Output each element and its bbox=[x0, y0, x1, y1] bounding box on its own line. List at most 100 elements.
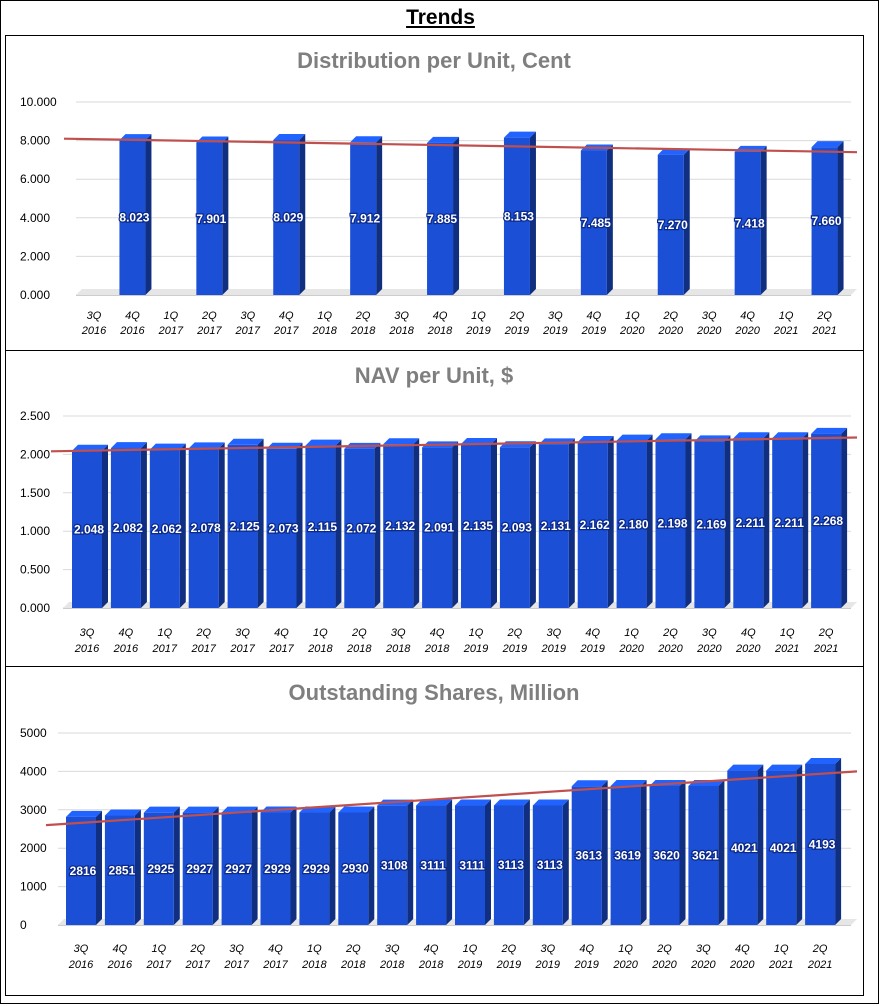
bar-top bbox=[727, 764, 764, 771]
x-tick-label-year: 2020 bbox=[612, 959, 638, 971]
data-label: 2851 bbox=[109, 863, 136, 877]
bar bbox=[532, 805, 563, 925]
bar-side bbox=[835, 757, 842, 925]
data-label: 7.660 bbox=[812, 214, 842, 228]
x-tick-label-year: 2016 bbox=[119, 325, 145, 337]
data-label: 2.048 bbox=[74, 522, 104, 536]
bar bbox=[571, 786, 602, 925]
bar-side bbox=[222, 136, 229, 295]
bar-top bbox=[427, 136, 460, 143]
y-tick-label: 5000 bbox=[20, 726, 47, 740]
x-tick-label-year: 2017 bbox=[146, 959, 172, 971]
x-tick-label-year: 2019 bbox=[542, 325, 567, 337]
x-tick-label-year: 2018 bbox=[427, 325, 453, 337]
x-tick-label-quarter: 4Q bbox=[274, 627, 289, 639]
x-tick-label-quarter: 2Q bbox=[355, 310, 371, 322]
bar bbox=[811, 433, 842, 608]
x-tick-label-quarter: 3Q bbox=[87, 310, 102, 322]
bar bbox=[733, 438, 764, 608]
bar-side bbox=[568, 438, 575, 608]
x-tick-label-year: 2019 bbox=[573, 959, 598, 971]
x-tick-label-quarter: 2Q bbox=[201, 310, 217, 322]
x-tick-label-year: 2021 bbox=[811, 325, 836, 337]
x-tick-label-year: 2020 bbox=[696, 325, 722, 337]
bar-side bbox=[299, 134, 306, 295]
bar-top bbox=[766, 764, 803, 771]
x-tick-label-year: 2019 bbox=[457, 959, 482, 971]
bar bbox=[811, 147, 838, 295]
data-label: 7.901 bbox=[196, 212, 226, 226]
x-tick-label-quarter: 4Q bbox=[740, 310, 755, 322]
x-tick-label-quarter: 3Q bbox=[548, 310, 563, 322]
x-tick-label-quarter: 2Q bbox=[816, 310, 832, 322]
bar bbox=[266, 448, 297, 608]
bar-side bbox=[601, 780, 608, 925]
data-label: 3108 bbox=[381, 858, 408, 872]
bar bbox=[196, 142, 223, 295]
x-tick-label-year: 2017 bbox=[158, 325, 184, 337]
x-tick-label-year: 2017 bbox=[262, 959, 288, 971]
x-tick-label-quarter: 1Q bbox=[463, 943, 478, 955]
x-tick-label-quarter: 3Q bbox=[235, 627, 250, 639]
y-tick-label: 2000 bbox=[20, 841, 47, 855]
data-label: 7.885 bbox=[427, 212, 457, 226]
y-tick-label: 0 bbox=[20, 918, 27, 932]
bar-side bbox=[96, 810, 102, 925]
x-tick-label-quarter: 4Q bbox=[587, 310, 602, 322]
bar bbox=[72, 450, 102, 608]
x-tick-label-year: 2020 bbox=[657, 643, 683, 655]
x-tick-label-quarter: 4Q bbox=[741, 627, 756, 639]
x-tick-label-year: 2020 bbox=[734, 325, 760, 337]
bar-top bbox=[503, 131, 536, 138]
x-tick-label-quarter: 4Q bbox=[430, 627, 445, 639]
trendline bbox=[63, 137, 858, 154]
x-tick-label-quarter: 3Q bbox=[391, 627, 406, 639]
y-tick-label: 1.500 bbox=[20, 486, 50, 500]
x-tick-label-year: 2020 bbox=[690, 959, 716, 971]
x-tick-label-quarter: 2Q bbox=[509, 310, 525, 322]
data-label: 2927 bbox=[225, 862, 252, 876]
data-label: 2927 bbox=[186, 862, 213, 876]
bar bbox=[273, 140, 300, 295]
x-tick-label-quarter: 4Q bbox=[119, 627, 134, 639]
x-tick-label-year: 2017 bbox=[196, 325, 222, 337]
x-tick-label-year: 2018 bbox=[301, 959, 327, 971]
bar bbox=[143, 812, 174, 925]
x-tick-label-quarter: 4Q bbox=[585, 627, 600, 639]
bar-top bbox=[461, 438, 497, 445]
bar bbox=[503, 137, 530, 295]
x-tick-label-year: 2020 bbox=[618, 643, 644, 655]
bar bbox=[377, 805, 408, 925]
bar bbox=[657, 154, 684, 295]
x-tick-label-quarter: 1Q bbox=[779, 310, 794, 322]
bar-top bbox=[655, 433, 692, 440]
x-tick-label-quarter: 1Q bbox=[625, 310, 640, 322]
x-tick-label-quarter: 1Q bbox=[624, 627, 639, 639]
x-tick-label-quarter: 2Q bbox=[662, 627, 678, 639]
bar bbox=[427, 142, 454, 295]
chart-panel-nav: NAV per Unit, $ 0.000 0.500 1.000 1.500 2.000… bbox=[5, 350, 864, 667]
y-tick-label: 4000 bbox=[20, 764, 47, 778]
bar bbox=[350, 142, 377, 295]
bar-side bbox=[485, 799, 491, 925]
bar-side bbox=[413, 438, 420, 608]
bar bbox=[383, 444, 414, 608]
x-tick-label-year: 2020 bbox=[651, 959, 677, 971]
bar bbox=[694, 441, 725, 608]
bar-top bbox=[455, 799, 491, 806]
data-label: 4021 bbox=[770, 841, 797, 855]
x-tick-label-quarter: 3Q bbox=[74, 943, 89, 955]
bar-top bbox=[338, 806, 375, 813]
bar-top bbox=[616, 434, 653, 441]
data-label: 3620 bbox=[653, 848, 680, 862]
data-label: 3621 bbox=[692, 848, 719, 862]
bar-side bbox=[523, 799, 530, 925]
bar-top bbox=[383, 438, 420, 445]
bar bbox=[455, 805, 485, 925]
chart-panel-distribution: Distribution per Unit, Cent 0.000 2.000 4.0… bbox=[5, 35, 864, 351]
x-tick-label-quarter: 2Q bbox=[662, 310, 678, 322]
y-tick-label: 6.000 bbox=[20, 172, 50, 186]
bar bbox=[182, 812, 213, 925]
bar-side bbox=[837, 141, 844, 295]
bar-side bbox=[376, 136, 383, 295]
